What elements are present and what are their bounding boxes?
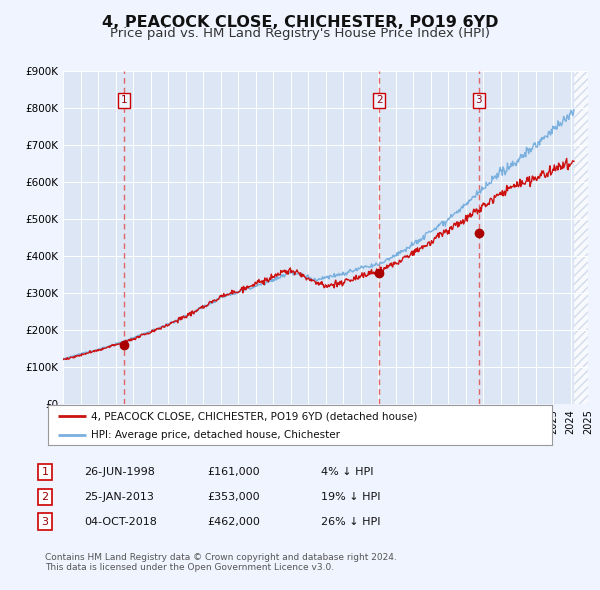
Text: 3: 3 [41,517,49,526]
Text: £353,000: £353,000 [207,492,260,502]
Text: 2: 2 [41,492,49,502]
Text: 25-JAN-2013: 25-JAN-2013 [84,492,154,502]
Text: 1: 1 [41,467,49,477]
Text: 1: 1 [121,96,128,106]
Text: 4% ↓ HPI: 4% ↓ HPI [321,467,373,477]
Text: 4, PEACOCK CLOSE, CHICHESTER, PO19 6YD (detached house): 4, PEACOCK CLOSE, CHICHESTER, PO19 6YD (… [91,411,417,421]
Text: 4, PEACOCK CLOSE, CHICHESTER, PO19 6YD: 4, PEACOCK CLOSE, CHICHESTER, PO19 6YD [102,15,498,30]
Text: 2: 2 [376,96,383,106]
Text: 26% ↓ HPI: 26% ↓ HPI [321,517,380,526]
Text: £161,000: £161,000 [207,467,260,477]
Text: Price paid vs. HM Land Registry's House Price Index (HPI): Price paid vs. HM Land Registry's House … [110,27,490,40]
Text: 04-OCT-2018: 04-OCT-2018 [84,517,157,526]
Text: 3: 3 [475,96,482,106]
Text: £462,000: £462,000 [207,517,260,526]
Text: 19% ↓ HPI: 19% ↓ HPI [321,492,380,502]
Text: Contains HM Land Registry data © Crown copyright and database right 2024.: Contains HM Land Registry data © Crown c… [45,553,397,562]
Text: HPI: Average price, detached house, Chichester: HPI: Average price, detached house, Chic… [91,430,340,440]
Text: 26-JUN-1998: 26-JUN-1998 [84,467,155,477]
Text: This data is licensed under the Open Government Licence v3.0.: This data is licensed under the Open Gov… [45,563,334,572]
